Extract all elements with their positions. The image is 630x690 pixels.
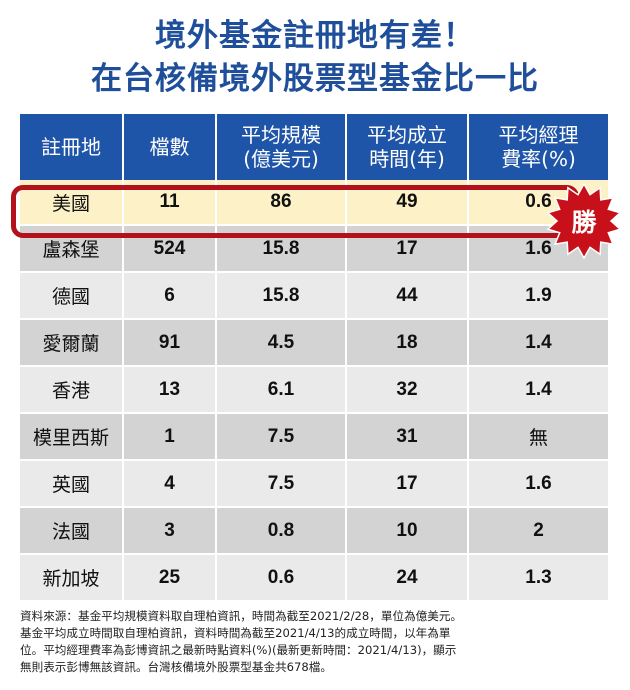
header-avg-fee-line1: 平均經理 xyxy=(498,123,579,147)
header-avg-size-line1: 平均規模 xyxy=(241,123,321,147)
cell-avg-fee: 1.4 xyxy=(468,366,608,414)
header-domicile: 註冊地 xyxy=(20,114,124,180)
header-avg-fee: 平均經理 費率(%) xyxy=(468,114,608,180)
header-fund-count-text: 檔數 xyxy=(149,135,190,159)
fund-comparison-table: 註冊地 檔數 平均規模 (億美元) 平均成立 時間(年) 平均經理 費率(%) 美國 … xyxy=(20,114,608,602)
cell-avg-age: 17 xyxy=(346,225,469,273)
header-avg-age: 平均成立 時間(年) xyxy=(346,114,469,180)
table-row: 愛爾蘭 91 4.5 18 1.4 xyxy=(20,319,608,367)
cell-fund-count: 11 xyxy=(123,180,217,226)
cell-avg-fee: 1.9 xyxy=(468,272,608,320)
cell-avg-size: 86 xyxy=(216,180,347,226)
cell-fund-count: 13 xyxy=(123,366,217,414)
cell-fund-count: 524 xyxy=(123,225,217,273)
winner-badge-label: 勝 xyxy=(571,208,597,237)
table-row: 盧森堡 524 15.8 17 1.6 xyxy=(20,225,608,273)
cell-domicile: 德國 xyxy=(20,272,124,320)
table-row: 法國 3 0.8 10 2 xyxy=(20,507,608,555)
header-fund-count: 檔數 xyxy=(123,114,217,180)
cell-avg-fee: 無 xyxy=(468,413,608,461)
cell-domicile: 香港 xyxy=(20,366,124,414)
cell-domicile: 愛爾蘭 xyxy=(20,319,124,367)
source-line: 無則表示彭博無該資訊。台灣核備境外股票型基金共678檔。 xyxy=(20,660,332,674)
table-row: 新加坡 25 0.6 24 1.3 xyxy=(20,554,608,602)
cell-avg-age: 17 xyxy=(346,460,469,508)
source-line: 位。平均經理費率為彭博資訊之最新時點資料(%)(最新更新時間：2021/4/13… xyxy=(20,643,457,657)
header-avg-age-line2: 時間(年) xyxy=(369,147,445,171)
table-row: 模里西斯 1 7.5 31 無 xyxy=(20,413,608,461)
cell-avg-size: 0.6 xyxy=(216,554,347,602)
table-row: 香港 13 6.1 32 1.4 xyxy=(20,366,608,414)
cell-avg-size: 4.5 xyxy=(216,319,347,367)
cell-avg-fee: 1.6 xyxy=(468,460,608,508)
header-avg-size-line2: (億美元) xyxy=(243,147,319,171)
cell-avg-age: 10 xyxy=(346,507,469,555)
cell-avg-fee: 1.3 xyxy=(468,554,608,602)
cell-domicile: 盧森堡 xyxy=(20,225,124,273)
cell-avg-fee: 1.4 xyxy=(468,319,608,367)
header-avg-fee-line2: 費率(%) xyxy=(501,147,576,171)
page-title-line1: 境外基金註冊地有差！ xyxy=(155,18,475,54)
source-line: 資料來源：基金平均規模資料取自理柏資訊，時間為截至2021/2/28，單位為億美… xyxy=(20,609,463,623)
winner-starburst-icon xyxy=(546,183,622,259)
cell-avg-size: 7.5 xyxy=(216,460,347,508)
source-note: 資料來源：基金平均規模資料取自理柏資訊，時間為截至2021/2/28，單位為億美… xyxy=(20,608,610,676)
header-avg-age-line1: 平均成立 xyxy=(367,123,447,147)
cell-avg-age: 24 xyxy=(346,554,469,602)
cell-fund-count: 3 xyxy=(123,507,217,555)
cell-avg-size: 15.8 xyxy=(216,272,347,320)
table-row-usa: 美國 11 86 49 0.6 xyxy=(20,180,608,226)
cell-avg-age: 49 xyxy=(346,180,469,226)
table-row: 英國 4 7.5 17 1.6 xyxy=(20,460,608,508)
cell-domicile: 美國 xyxy=(20,180,124,226)
cell-fund-count: 25 xyxy=(123,554,217,602)
cell-avg-age: 44 xyxy=(346,272,469,320)
cell-domicile: 模里西斯 xyxy=(20,413,124,461)
page-title-line2: 在台核備境外股票型基金比一比 xyxy=(91,61,539,97)
cell-avg-size: 6.1 xyxy=(216,366,347,414)
cell-domicile: 新加坡 xyxy=(20,554,124,602)
cell-avg-age: 31 xyxy=(346,413,469,461)
cell-avg-size: 0.8 xyxy=(216,507,347,555)
source-line: 基金平均成立時間取自理柏資訊，資料時間為截至2021/4/13的成立時間，以年為… xyxy=(20,626,451,640)
header-avg-size: 平均規模 (億美元) xyxy=(216,114,347,180)
table-row: 德國 6 15.8 44 1.9 xyxy=(20,272,608,320)
cell-fund-count: 4 xyxy=(123,460,217,508)
cell-avg-age: 18 xyxy=(346,319,469,367)
cell-fund-count: 91 xyxy=(123,319,217,367)
table-header-row: 註冊地 檔數 平均規模 (億美元) 平均成立 時間(年) 平均經理 費率(%) xyxy=(20,114,608,180)
cell-avg-age: 32 xyxy=(346,366,469,414)
header-domicile-text: 註冊地 xyxy=(41,135,101,159)
cell-fund-count: 6 xyxy=(123,272,217,320)
cell-avg-size: 7.5 xyxy=(216,413,347,461)
cell-avg-fee: 2 xyxy=(468,507,608,555)
cell-domicile: 英國 xyxy=(20,460,124,508)
cell-fund-count: 1 xyxy=(123,413,217,461)
cell-avg-size: 15.8 xyxy=(216,225,347,273)
cell-domicile: 法國 xyxy=(20,507,124,555)
